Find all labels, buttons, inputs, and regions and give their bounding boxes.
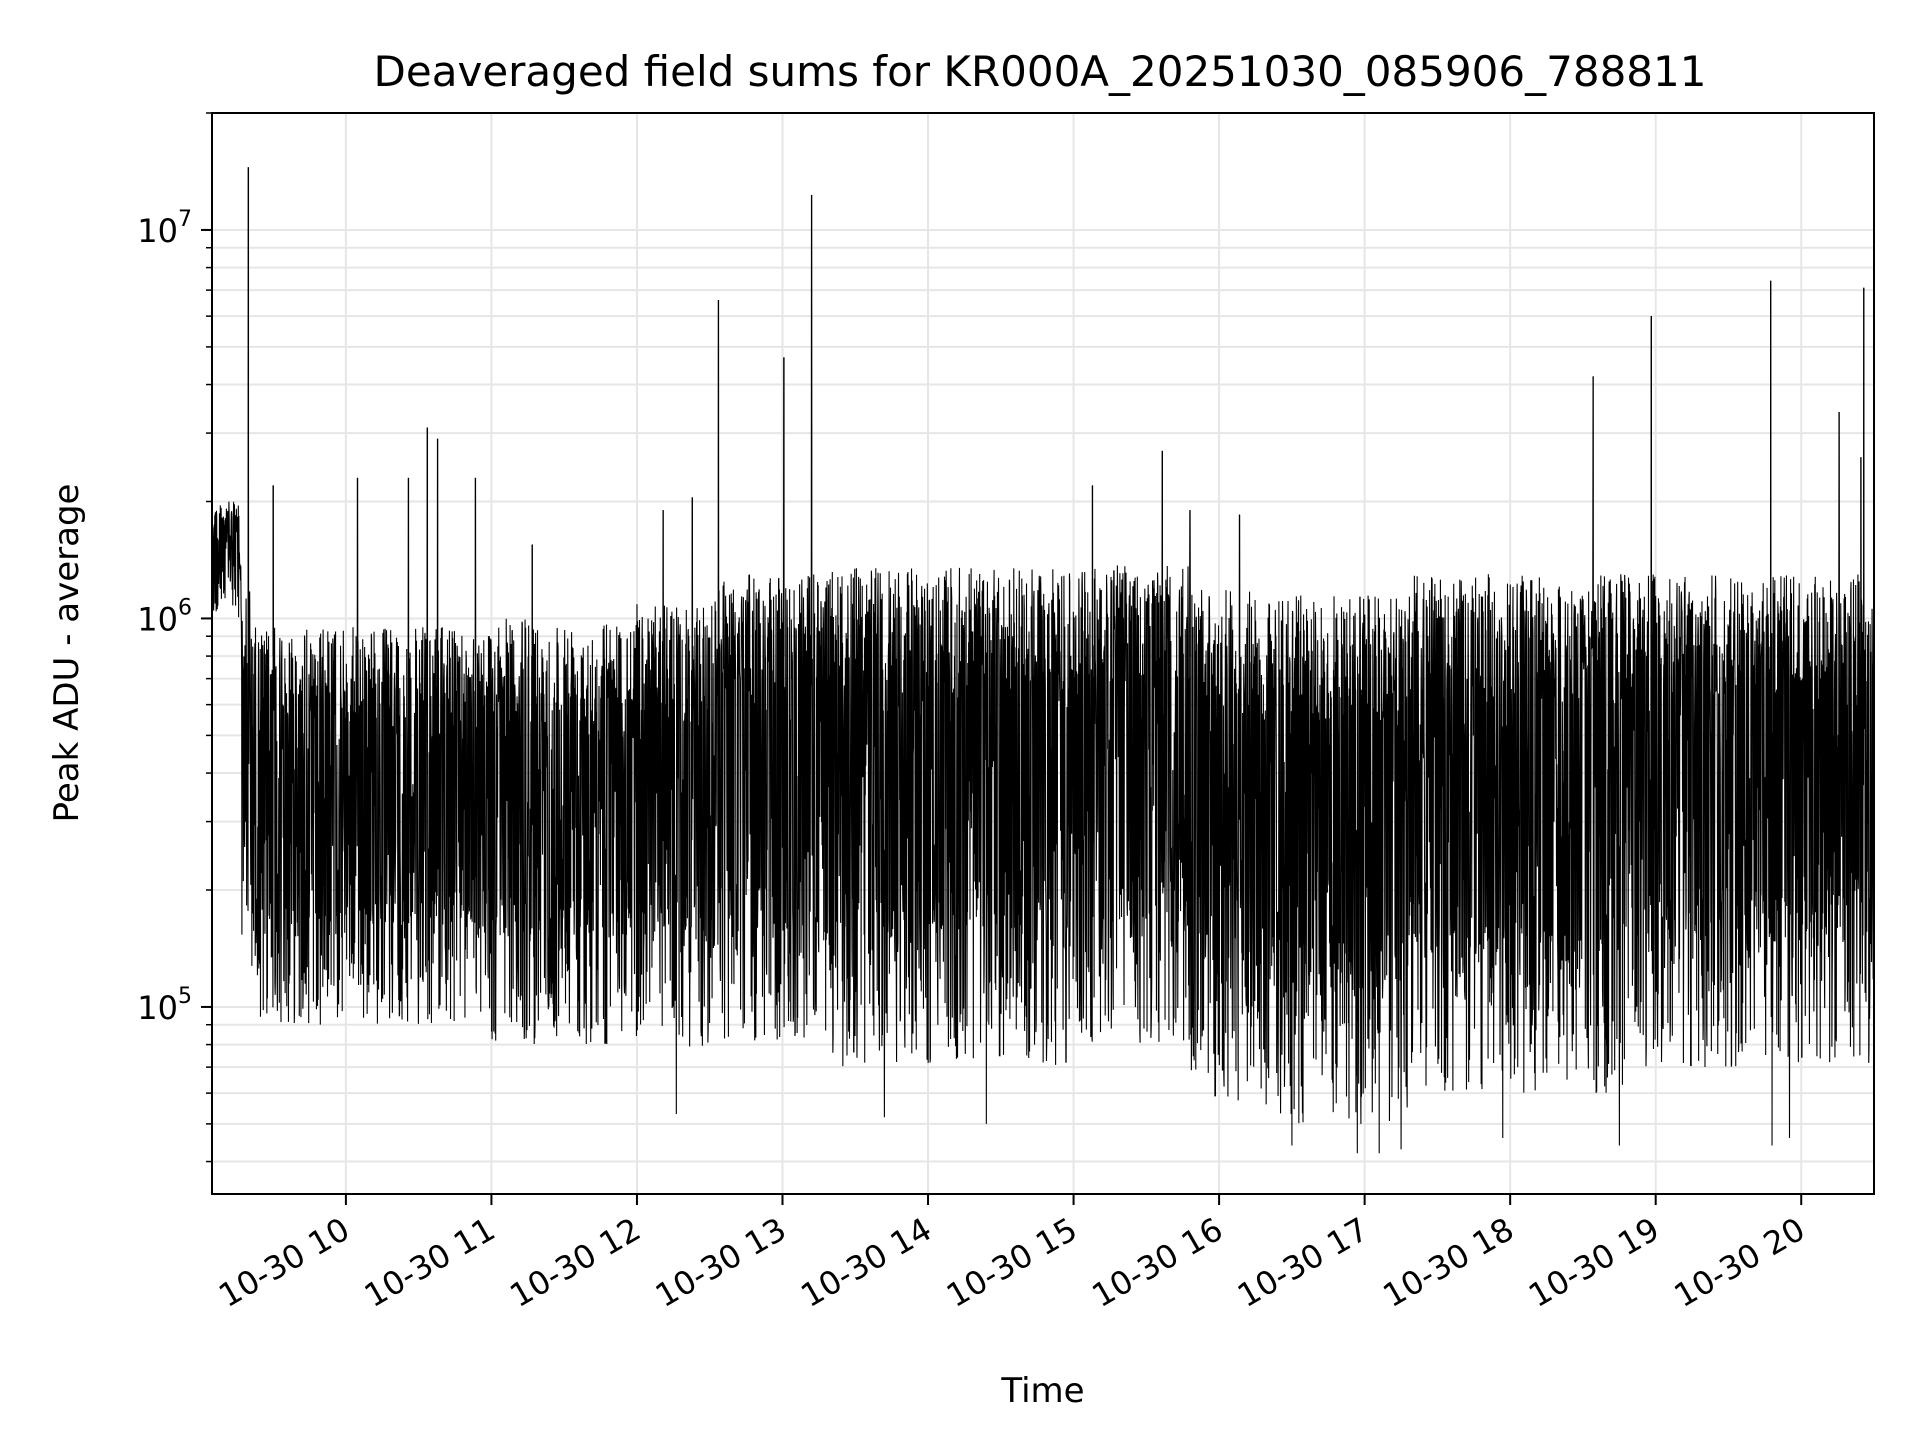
y-tick-base: 10 (137, 989, 178, 1027)
chart-title: Deaveraged field sums for KR000A_2025103… (374, 47, 1707, 96)
series-line (211, 167, 1875, 1154)
y-tick-label: 105 (137, 984, 192, 1027)
y-tick-base: 10 (137, 212, 178, 250)
series-layer (211, 167, 1875, 1154)
y-axis-label: Peak ADU - average (47, 484, 87, 823)
plot-frame (211, 112, 1875, 1195)
y-tick-base: 10 (137, 600, 178, 638)
y-tick-exponent: 7 (178, 207, 192, 232)
y-tick-exponent: 5 (178, 984, 192, 1009)
y-tick-label: 106 (137, 595, 192, 638)
x-axis-label: Time (1000, 1371, 1084, 1411)
y-tick-label: 107 (137, 207, 192, 250)
y-tick-exponent: 6 (178, 595, 192, 620)
